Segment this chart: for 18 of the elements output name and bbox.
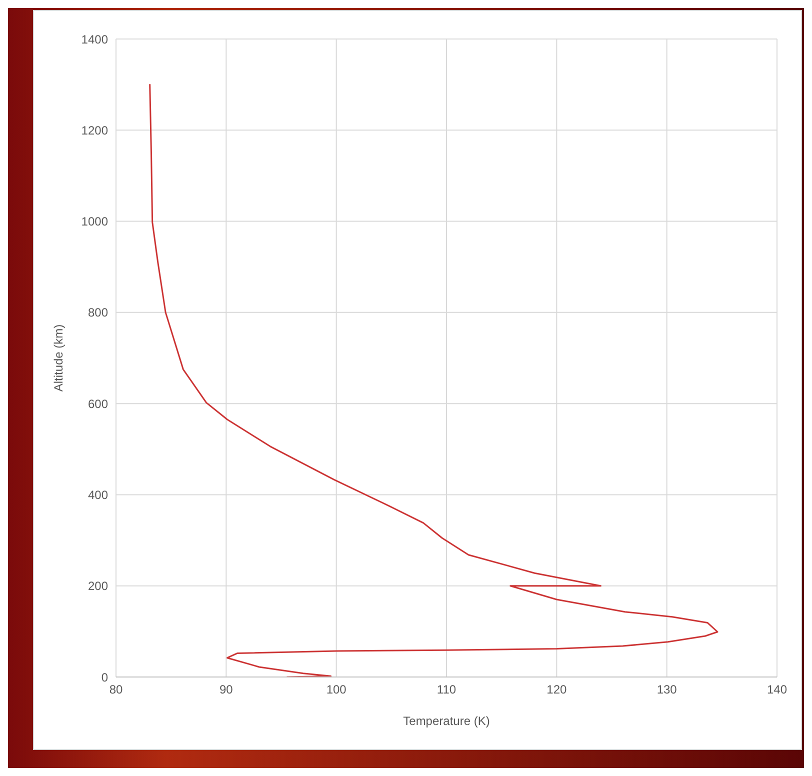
x-axis-title: Temperature (K) xyxy=(403,714,490,728)
x-tick-label: 140 xyxy=(766,682,788,697)
x-tick-label: 90 xyxy=(219,682,234,697)
y-tick-label: 1000 xyxy=(81,214,108,229)
x-tick-label: 130 xyxy=(656,682,678,697)
y-tick-label: 0 xyxy=(101,670,108,684)
line-series xyxy=(149,83,718,677)
y-tick-label: 1400 xyxy=(81,32,108,46)
x-tick-label: 120 xyxy=(546,682,567,697)
x-tick-label: 100 xyxy=(326,682,347,697)
y-axis-title: Altitude (km) xyxy=(51,324,66,392)
y-tick-label: 200 xyxy=(88,579,108,594)
x-tick-label: 110 xyxy=(436,682,456,697)
y-tick-label: 400 xyxy=(88,488,108,502)
y-tick-label: 800 xyxy=(88,306,108,320)
y-tick-label: 600 xyxy=(88,396,108,411)
y-tick-label: 1200 xyxy=(81,123,108,138)
x-tick-label: 80 xyxy=(109,682,123,697)
